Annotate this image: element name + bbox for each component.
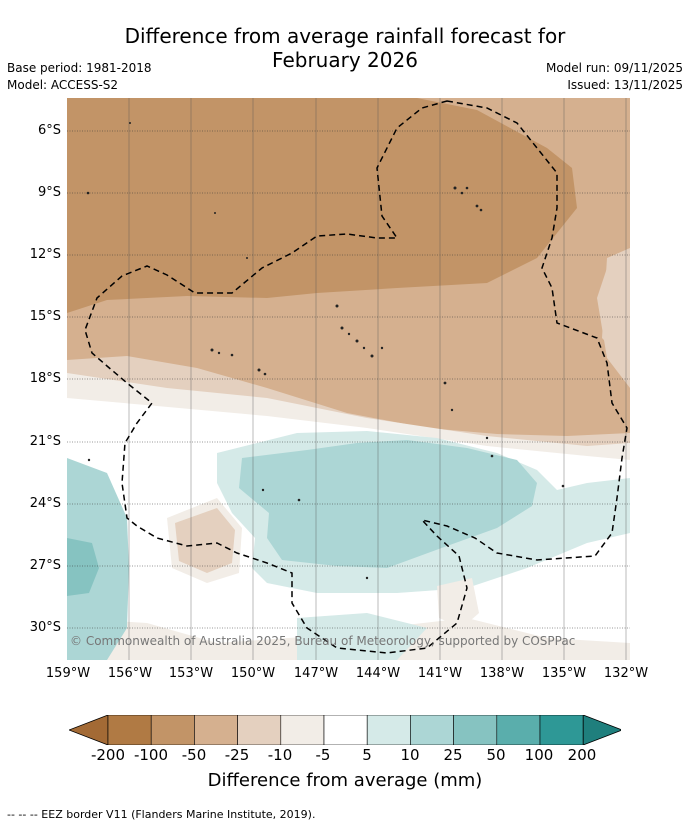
colorbar-segment bbox=[150, 715, 195, 745]
base-period-label: Base period: 1981-2018 bbox=[7, 61, 152, 75]
eez-legend-note: -- -- -- EEZ border V11 (Flanders Marine… bbox=[7, 808, 316, 821]
lon-label: 141°W bbox=[417, 666, 463, 681]
colorbar-tick-label: -100 bbox=[133, 746, 169, 764]
colorbar-tick-label: 200 bbox=[567, 746, 597, 764]
colorbar-segment bbox=[410, 715, 454, 745]
colorbar-tick-label: -50 bbox=[181, 746, 207, 764]
model-run-label: Model run: 09/11/2025 bbox=[545, 61, 683, 75]
colorbar-tick-label: 50 bbox=[486, 746, 506, 764]
lon-label: 159°W bbox=[45, 666, 91, 681]
lat-label: 12°S bbox=[29, 247, 61, 262]
lat-label: 30°S bbox=[29, 620, 61, 635]
lat-label: 15°S bbox=[29, 309, 61, 324]
longitude-gridlines bbox=[128, 98, 627, 660]
colorbar-tick-label: 10 bbox=[400, 746, 420, 764]
anomaly-blob-plus-25-west bbox=[67, 458, 129, 660]
colorbar-segment bbox=[496, 715, 541, 745]
lon-label: 135°W bbox=[541, 666, 587, 681]
colorbar-segment bbox=[366, 715, 411, 745]
island-markers bbox=[86, 122, 565, 580]
anomaly-blob-minus-5-southeast bbox=[437, 578, 479, 628]
colorbar-extend-low bbox=[69, 715, 109, 745]
colorbar-segment bbox=[237, 715, 282, 745]
lon-label: 156°W bbox=[107, 666, 153, 681]
anomaly-blob-plus-10-south bbox=[297, 613, 427, 660]
colorbar-tick-label: -5 bbox=[315, 746, 331, 764]
lon-label: 138°W bbox=[479, 666, 525, 681]
map-title-line-1: Difference from average rainfall forecas… bbox=[124, 24, 566, 48]
colorbar-segment bbox=[453, 715, 498, 745]
colorbar-segment bbox=[280, 715, 325, 745]
lat-label: 18°S bbox=[29, 371, 61, 386]
colorbar-tick-label: -200 bbox=[90, 746, 126, 764]
issued-label: Issued: 13/11/2025 bbox=[567, 78, 683, 92]
anomaly-band-minus-50 bbox=[67, 98, 577, 313]
anomaly-blob-plus-50-west bbox=[67, 538, 99, 596]
anomaly-blob-minus-25-southwest bbox=[175, 508, 235, 573]
lat-label: 9°S bbox=[37, 185, 61, 200]
lon-label: 147°W bbox=[293, 666, 339, 681]
colorbar-tick-label: 100 bbox=[524, 746, 554, 764]
colorbar-segment bbox=[323, 715, 368, 745]
lat-label: 24°S bbox=[29, 496, 61, 511]
lon-label: 132°W bbox=[603, 666, 649, 681]
colorbar-tick-label: -10 bbox=[267, 746, 293, 764]
copyright-notice: © Commonwealth of Australia 2025, Bureau… bbox=[70, 634, 576, 648]
colorbar-segment bbox=[194, 715, 238, 745]
map-title-line-2: February 2026 bbox=[272, 48, 418, 72]
model-label: Model: ACCESS-S2 bbox=[7, 78, 119, 92]
lon-label: 150°W bbox=[230, 666, 276, 681]
colorbar-segment bbox=[107, 715, 152, 745]
lon-label: 144°W bbox=[355, 666, 401, 681]
colorbar-segment bbox=[539, 715, 584, 745]
colorbar-tick-label: 5 bbox=[362, 746, 372, 764]
colorbar-tick-label: -25 bbox=[224, 746, 250, 764]
colorbar-tick-label: 25 bbox=[443, 746, 463, 764]
lon-label: 153°W bbox=[168, 666, 214, 681]
eez-border bbox=[84, 100, 628, 654]
colorbar-title: Difference from average (mm) bbox=[207, 770, 483, 791]
colorbar-extend-high bbox=[582, 715, 621, 745]
anomaly-blob-plus-5-northeast bbox=[602, 248, 630, 368]
lat-label: 27°S bbox=[29, 558, 61, 573]
lat-label: 21°S bbox=[29, 434, 61, 449]
colorbar bbox=[69, 715, 621, 745]
rainfall-anomaly-map bbox=[67, 98, 630, 660]
lat-label: 6°S bbox=[37, 123, 61, 138]
